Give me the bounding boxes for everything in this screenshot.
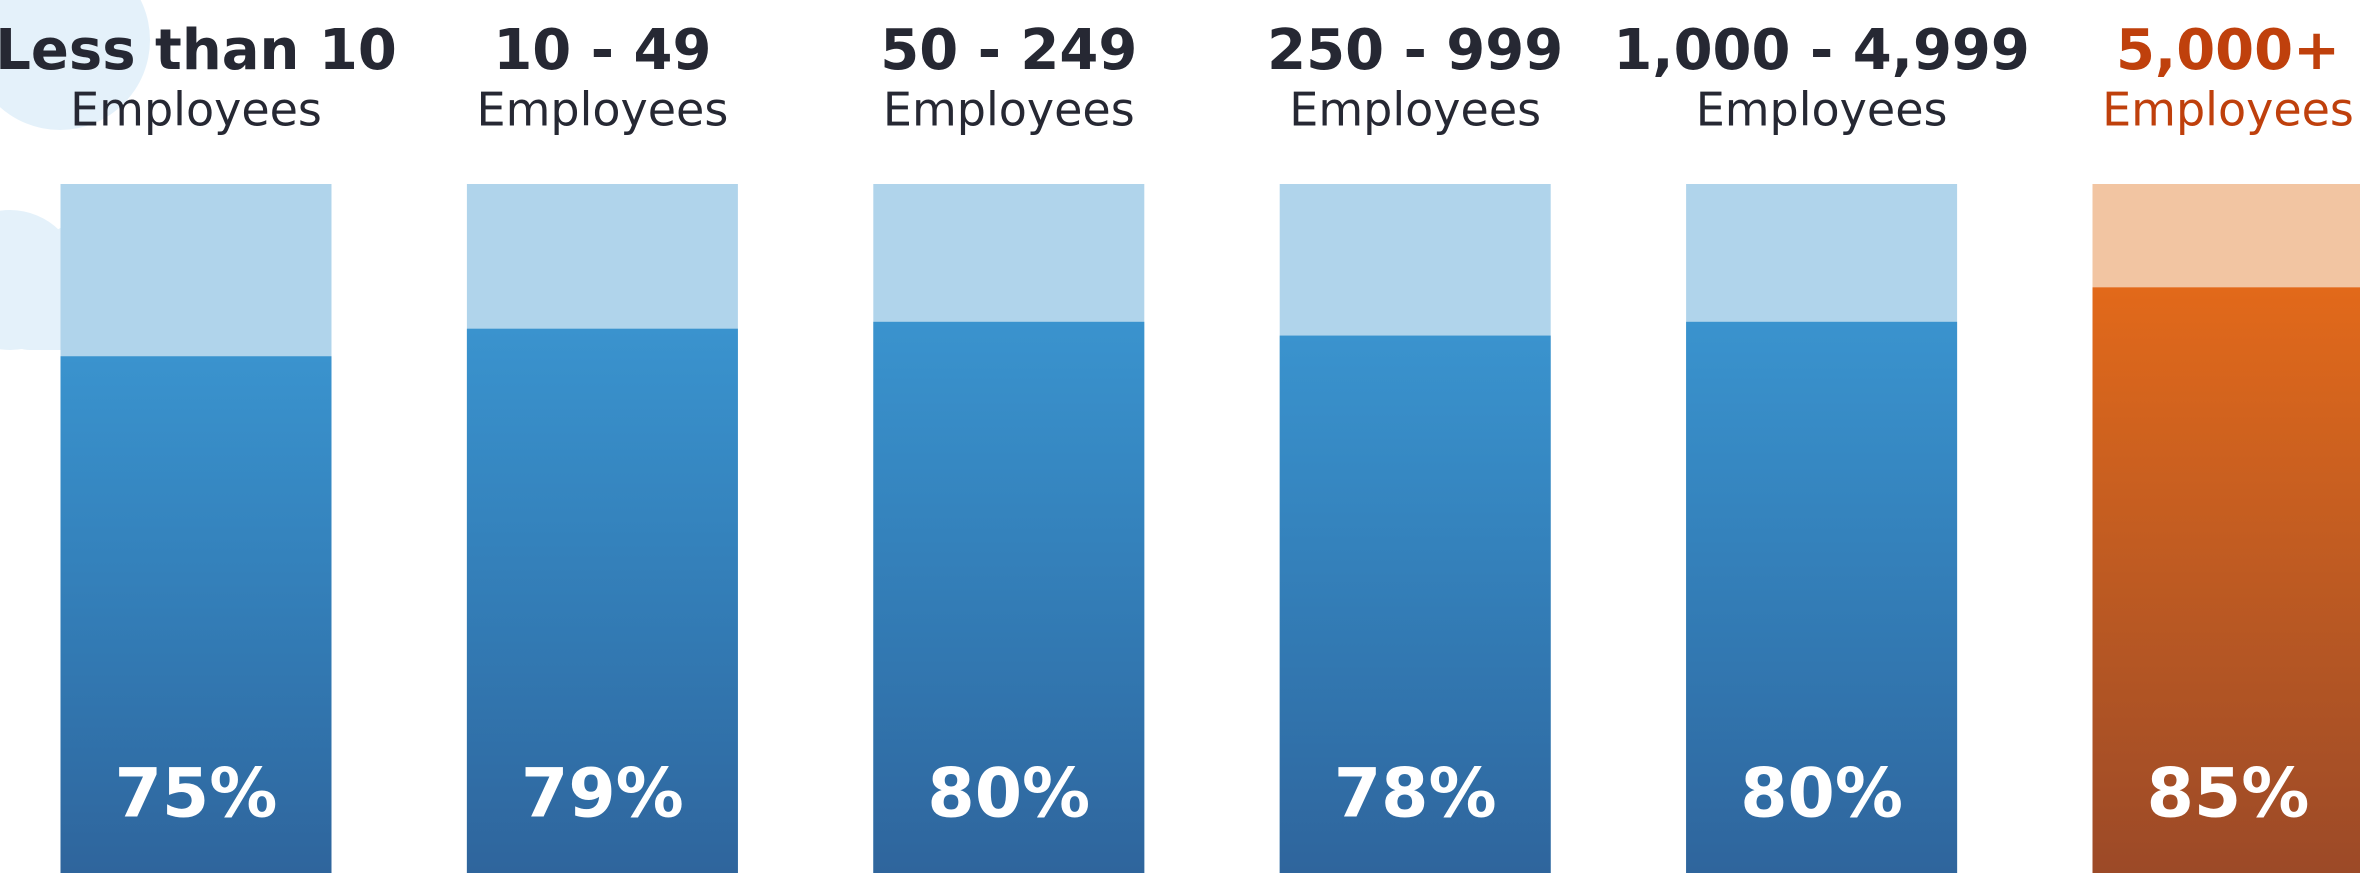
- category-label: 1,000 - 4,999: [1613, 18, 2030, 83]
- bar-shade: [873, 321, 1145, 873]
- category-label: Less than 10: [0, 18, 397, 83]
- value-label: 78%: [1334, 755, 1497, 834]
- category-label: 5,000+: [2116, 18, 2340, 83]
- value-label: 79%: [521, 755, 684, 834]
- category-sublabel: Employees: [1696, 83, 1948, 137]
- bar-shade: [1279, 335, 1551, 874]
- category-label: 50 - 249: [880, 18, 1137, 83]
- value-label: 75%: [115, 755, 278, 834]
- bar-shade: [466, 328, 738, 873]
- category-sublabel: Employees: [883, 83, 1135, 137]
- category-sublabel: Employees: [477, 83, 729, 137]
- value-label: 85%: [2147, 755, 2310, 834]
- bar-shade: [60, 356, 332, 873]
- value-label: 80%: [927, 755, 1090, 834]
- category-sublabel: Employees: [2102, 83, 2354, 137]
- value-label: 80%: [1740, 755, 1903, 834]
- bar-shade: [1686, 321, 1958, 873]
- category-label: 250 - 999: [1267, 18, 1563, 83]
- bar-shade: [2092, 287, 2360, 874]
- category-sublabel: Employees: [1289, 83, 1541, 137]
- category-label: 10 - 49: [493, 18, 711, 83]
- category-sublabel: Employees: [70, 83, 322, 137]
